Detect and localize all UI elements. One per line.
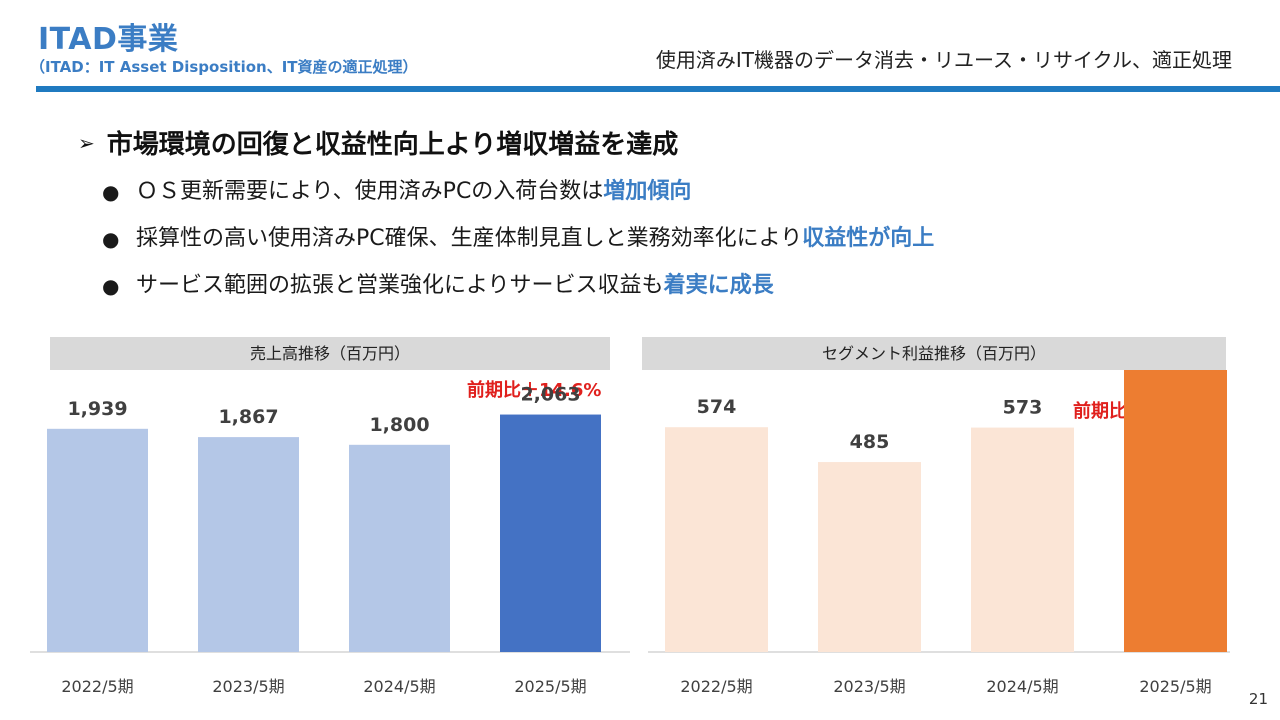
bullet-highlight: 着実に成長 (663, 273, 774, 298)
bar (665, 427, 768, 652)
bar (818, 462, 921, 652)
bar (47, 428, 148, 652)
page-tagline: 使用済みIT機器のデータ消去・リユース・リサイクル、適正処理 (655, 48, 1232, 72)
page-subtitle: （ITAD：IT Asset Disposition、IT資産の適正処理） (30, 58, 418, 76)
bar-value-label: 1,867 (218, 406, 278, 428)
bar (349, 444, 450, 652)
bullet-dot-icon: ● (102, 274, 120, 298)
page-title: ITAD事業 (38, 22, 179, 57)
bar (500, 414, 601, 652)
headline: ➢ 市場環境の回復と収益性向上より増収増益を達成 (78, 124, 678, 161)
bullet-list: ● ＯＳ更新需要により、使用済みPCの入荷台数は増加傾向 ● 採算性の高い使用済… (102, 174, 934, 315)
bar (971, 427, 1074, 652)
arrow-bullet-icon: ➢ (78, 130, 95, 155)
x-tick-label: 2024/5期 (986, 677, 1058, 696)
page-number: 21 (1248, 690, 1268, 708)
sales-growth-annotation: 前期比＋14.6% (467, 380, 602, 401)
sales-bar-chart: 1,939 2022/5期 1,867 2023/5期 1,800 2024/5期 2,06… (30, 384, 630, 696)
bullet-item: ● ＯＳ更新需要により、使用済みPCの入荷台数は増加傾向 (102, 174, 934, 221)
x-tick-label: 2025/5期 (1139, 677, 1211, 696)
bullet-item: ● サービス範囲の拡張と営業強化によりサービス収益も着実に成長 (102, 268, 934, 315)
bar-value-label: 2,063 (520, 384, 580, 406)
bullet-item: ● 採算性の高い使用済みPC確保、生産体制見直しと業務効率化により収益性が向上 (102, 221, 934, 268)
x-tick-label: 2022/5期 (61, 677, 133, 696)
x-tick-label: 2023/5期 (833, 677, 905, 696)
bullet-dot-icon: ● (102, 180, 120, 204)
sales-chart-title: 売上高推移（百万円） (50, 337, 610, 370)
x-tick-label: 2024/5期 (363, 677, 435, 696)
bar-value-label: 573 (1003, 397, 1043, 419)
x-tick-label: 2022/5期 (680, 677, 752, 696)
bar (198, 437, 299, 652)
bullet-highlight: 増加傾向 (603, 179, 692, 204)
bar-value-label: 574 (697, 396, 737, 418)
x-tick-label: 2023/5期 (212, 677, 284, 696)
bullet-highlight: 収益性が向上 (802, 226, 935, 251)
bar-value-label: 1,939 (67, 398, 127, 420)
bar-value-label: 485 (850, 431, 890, 453)
profit-chart-title: セグメント利益推移（百万円） (642, 337, 1226, 370)
bullet-text: ＯＳ更新需要により、使用済みPCの入荷台数は増加傾向 (136, 179, 692, 204)
bullet-dot-icon: ● (102, 227, 120, 251)
bar-value-label: 1,800 (369, 414, 429, 436)
headline-text: 市場環境の回復と収益性向上より増収増益を達成 (106, 130, 679, 160)
bar (1124, 370, 1227, 652)
bullet-text: サービス範囲の拡張と営業強化によりサービス収益も着実に成長 (136, 273, 774, 298)
header-rule (36, 86, 1280, 92)
x-tick-label: 2025/5期 (514, 677, 586, 696)
bullet-text: 採算性の高い使用済みPC確保、生産体制見直しと業務効率化により収益性が向上 (136, 226, 935, 251)
